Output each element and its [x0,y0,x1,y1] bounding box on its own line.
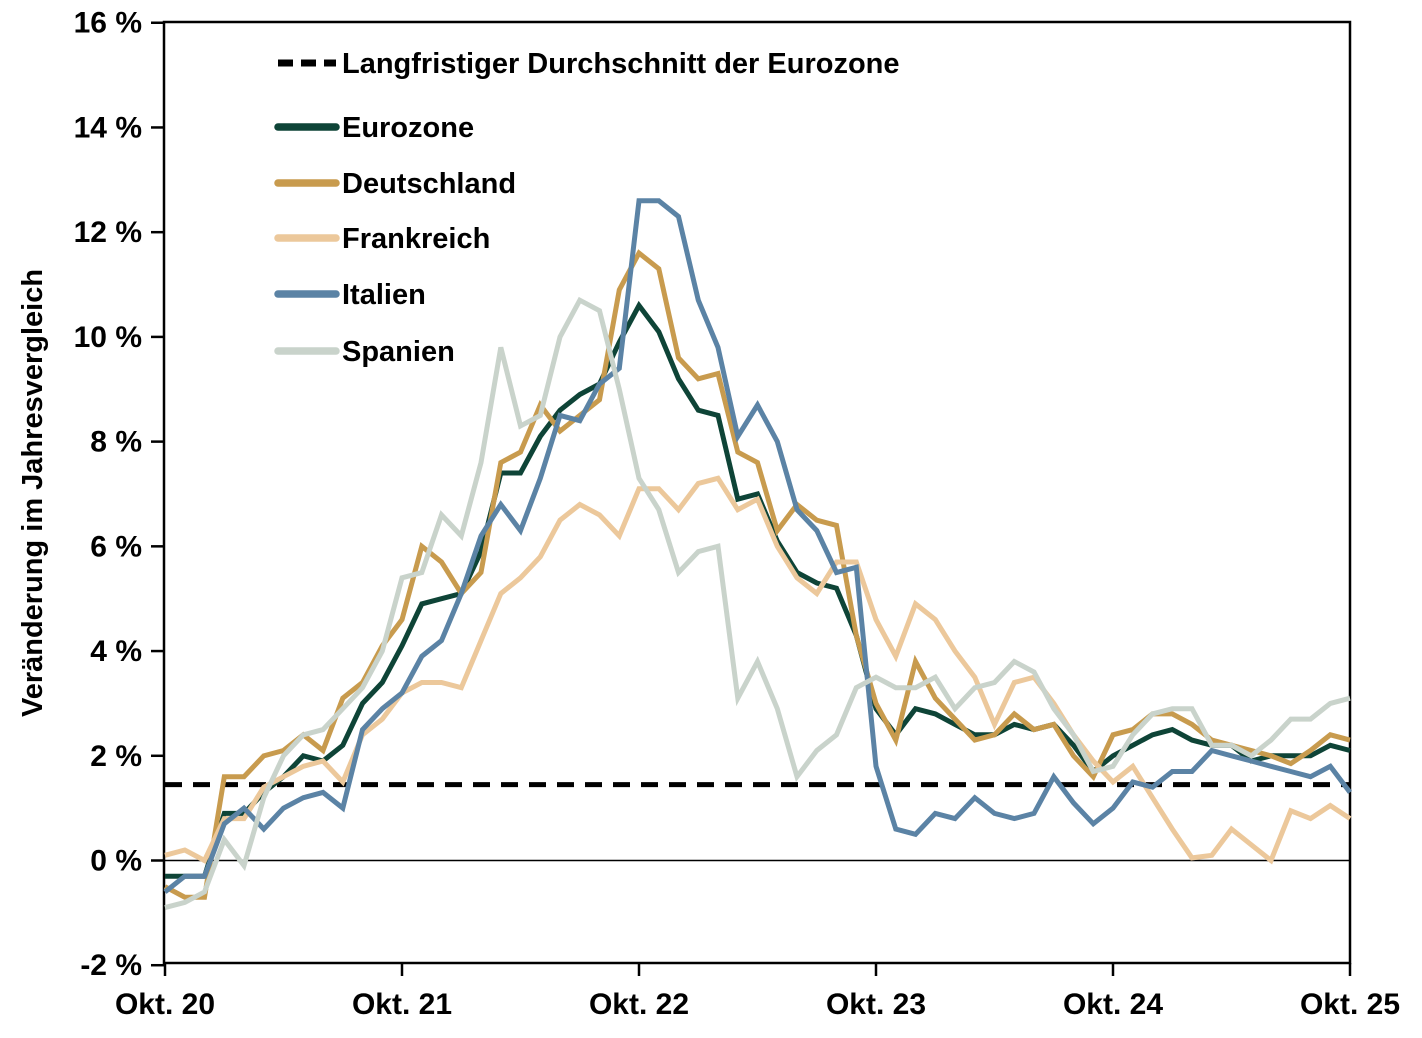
x-tick-label: Okt. 20 [115,988,215,1021]
series-lines [163,198,1352,911]
y-tick-label: 2 % [90,740,142,773]
y-axis-ticks: 16 % 14 % 12 % 10 % 8 % 6 % 4 % 2 % 0 % -2 % [74,7,164,982]
x-axis-ticks: Okt. 20 Okt. 21 Okt. 22 Okt. 23 Okt. 24 Okt. … [115,963,1400,1021]
legend-label-frankreich: Frankreich [342,223,490,255]
series-line-italien [163,198,1352,894]
y-tick-label: 16 % [74,7,142,40]
x-tick-label: Okt. 25 [1300,988,1400,1021]
x-tick-label: Okt. 24 [1063,988,1163,1021]
legend-label-average: Langfristiger Durchschnitt der Eurozone [342,48,900,80]
series-line-eurozone [165,300,1351,879]
plot-border [162,20,1352,965]
series-line-spanien [164,296,1351,911]
y-tick-label: 14 % [74,111,142,144]
y-tick-label: 12 % [74,216,142,249]
y-tick-label: 10 % [74,321,142,354]
legend: Langfristiger Durchschnitt der Eurozone E… [274,48,900,368]
legend-label-deutschland: Deutschland [342,168,516,200]
legend-label-italien: Italien [342,279,426,311]
legend-label-eurozone: Eurozone [342,112,474,144]
y-tick-label: 8 % [90,426,142,459]
legend-label-spanien: Spanien [342,336,455,368]
y-tick-label: 0 % [90,845,142,878]
y-tick-label: -2 % [80,949,142,982]
y-tick-label: 6 % [90,530,142,563]
y-tick-label: 4 % [90,635,142,668]
x-tick-label: Okt. 21 [352,988,452,1021]
y-axis-title: Veränderung im Jahresvergleich [17,269,49,717]
x-tick-label: Okt. 23 [826,988,926,1021]
x-tick-label: Okt. 22 [589,988,689,1021]
